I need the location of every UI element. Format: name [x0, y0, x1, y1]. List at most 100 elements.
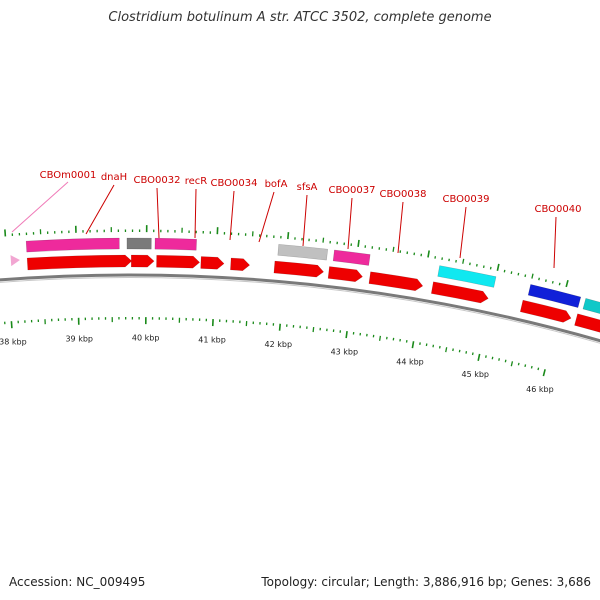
label-leader — [258, 191, 275, 243]
kbp-label: 38 kbp — [0, 338, 27, 347]
inner-tick — [504, 359, 507, 363]
label-leader — [11, 181, 69, 233]
kbp-scale: 38 kbp 39 kbp 40 kbp 41 kbp 42 kbp 43 kbp 44 k… — [0, 334, 554, 395]
cds-sfsa-arrow — [273, 260, 324, 278]
outer-tick — [517, 272, 520, 276]
cds-cbo0032-arrow — [130, 254, 155, 268]
gene-label: CBOm0001 — [40, 170, 97, 181]
backbone-line — [0, 273, 600, 343]
feature-cbo0040-band — [527, 284, 582, 308]
cds-recr-arrow — [156, 254, 201, 269]
gene-label: CBO0034 — [211, 178, 258, 189]
label-leader — [347, 197, 353, 250]
gene-label: CBO0038 — [380, 189, 427, 200]
label-leader — [229, 190, 235, 241]
outer-tick — [322, 237, 325, 243]
inner-tick — [411, 341, 415, 349]
feature-cbo0037-band — [332, 249, 371, 266]
inner-tick — [477, 353, 481, 361]
inner-tick — [465, 351, 468, 354]
outer-tick — [524, 274, 527, 278]
outer-tick — [357, 239, 360, 247]
gene-label: bofA — [265, 179, 288, 190]
inner-tick — [485, 355, 487, 358]
outer-tick — [392, 246, 395, 252]
inner-tick — [445, 347, 448, 353]
outer-tick — [531, 273, 534, 279]
inner-tick-ring — [4, 317, 546, 377]
outer-tick — [545, 279, 547, 282]
gene-label: sfsA — [297, 182, 318, 193]
outer-tick — [496, 263, 500, 271]
cds-next-arrow — [574, 313, 600, 333]
gene-label: dnaH — [101, 172, 127, 183]
gene-label: CBO0037 — [329, 185, 376, 196]
cds-cbo0037-arrow — [327, 266, 363, 283]
outer-tick — [558, 282, 561, 286]
cds-cbo0034-arrow — [200, 256, 225, 270]
cds-bofa-arrow — [230, 257, 251, 271]
cds-dnaH-arrow — [26, 254, 133, 271]
accession-text: Accession: NC_009495 — [9, 575, 146, 589]
kbp-label: 41 kbp — [198, 336, 226, 345]
kbp-label: 39 kbp — [65, 334, 93, 343]
label-leader — [397, 201, 404, 254]
inner-tick — [542, 369, 546, 377]
inner-tick — [524, 364, 527, 368]
backbone — [0, 273, 600, 344]
label-leader — [302, 194, 308, 247]
kbp-label: 40 kbp — [132, 334, 160, 343]
gene-label: CBO0040 — [535, 204, 582, 215]
label-leader — [459, 206, 467, 259]
gene-labels: CBOm0001 dnaH CBO0032 recR CBO0034 bofA sfsA CB… — [11, 170, 582, 269]
inner-tick — [517, 362, 520, 366]
inner-tick — [491, 356, 494, 360]
gene-label: CBO0032 — [134, 175, 181, 186]
kbp-label: 45 kbp — [461, 370, 489, 379]
outer-tick — [489, 266, 492, 270]
inner-tick — [510, 361, 514, 367]
feature-recr-band — [154, 237, 197, 251]
kbp-label: 44 kbp — [396, 357, 424, 366]
outer-tick — [551, 280, 554, 284]
outer-tick — [287, 232, 290, 240]
inner-tick — [312, 327, 315, 333]
label-leader — [194, 188, 197, 239]
backbone-shadow — [0, 277, 600, 344]
inner-tick — [278, 323, 282, 331]
inner-tick — [345, 331, 348, 339]
outer-tick — [482, 265, 485, 269]
gene-label: recR — [185, 176, 208, 187]
outer-tick-ring — [4, 225, 569, 288]
topology-text: Topology: circular; Length: 3,886,916 bp… — [261, 575, 591, 589]
cds-cbo0040-arrow — [519, 299, 572, 323]
inner-tick — [471, 352, 474, 356]
inner-tick — [530, 365, 533, 369]
feature-cbo0032-band — [126, 237, 152, 250]
feature-dnaH-band — [25, 237, 120, 253]
label-leader — [156, 187, 160, 239]
genome-title: Clostridium botulinum A str. ATCC 3502, … — [108, 10, 492, 25]
feature-sfsa-band — [277, 244, 329, 261]
feature-cbo0039-band — [437, 265, 497, 288]
inner-tick — [378, 335, 382, 341]
cds-cbo0038-arrow — [368, 271, 424, 292]
outer-tick — [565, 279, 569, 288]
label-leader — [553, 216, 557, 269]
cds-cbo0039-arrow — [430, 281, 489, 304]
kbp-label: 43 kbp — [331, 347, 359, 356]
outer-tick — [427, 250, 430, 258]
kbp-label: 42 kbp — [265, 340, 293, 349]
inner-tick — [537, 367, 540, 371]
outer-tick — [462, 258, 465, 264]
cbom0001-marker — [10, 255, 20, 267]
outer-tick — [503, 269, 506, 273]
label-leader — [85, 184, 115, 235]
kbp-label: 46 kbp — [526, 385, 554, 394]
feature-track — [10, 237, 600, 333]
gene-label: CBO0039 — [443, 194, 490, 205]
outer-tick — [510, 271, 513, 274]
outer-tick — [538, 277, 540, 281]
inner-tick — [498, 358, 500, 361]
